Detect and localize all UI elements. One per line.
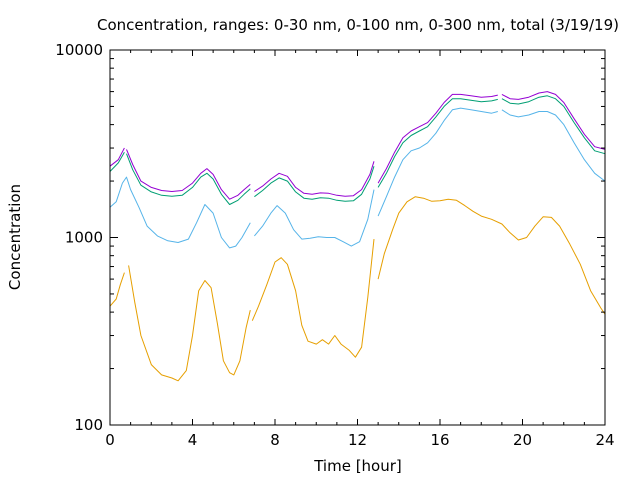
series-line-total-seg-1 [126, 149, 251, 200]
series-line-total-seg-0 [109, 147, 125, 167]
x-tick-label: 20 [513, 431, 532, 449]
y-axis-label: Concentration [6, 184, 24, 290]
x-tick-label: 0 [105, 431, 115, 449]
series-line-0-100-nm-seg-0 [109, 176, 251, 249]
x-tick-label: 16 [430, 431, 449, 449]
x-tick-label: 8 [270, 431, 280, 449]
series-line-0-30-nm-seg-3 [377, 196, 606, 315]
series-line-total-seg-2 [254, 161, 375, 197]
series-line-total-seg-3 [377, 93, 498, 184]
x-axis: 0 4 8 12 16 20 24 [105, 50, 615, 449]
chart-title: Concentration, ranges: 0-30 nm, 0-100 nm… [97, 16, 619, 34]
series-line-0-100-nm-seg-1 [254, 189, 375, 247]
y-tick-label: 100 [74, 416, 103, 434]
x-axis-label: Time [hour] [313, 457, 402, 475]
y-tick-label: 1000 [65, 229, 103, 247]
series-line-total-seg-4 [501, 91, 606, 150]
series-line-0-30-nm-seg-0 [109, 272, 125, 307]
x-tick-label: 24 [595, 431, 614, 449]
plot-frame [109, 49, 606, 426]
series-line-0-100-nm-seg-3 [501, 109, 606, 182]
series-line-0-30-nm-seg-2 [251, 239, 375, 358]
x-tick-label: 12 [348, 431, 367, 449]
series-line-0-300-nm-seg-2 [254, 166, 375, 202]
y-axis: 100 1000 10000 [55, 41, 605, 434]
x-tick-label: 4 [188, 431, 198, 449]
plot-series-group [109, 91, 606, 382]
series-line-0-300-nm-seg-3 [377, 98, 498, 188]
series-line-0-300-nm-seg-1 [126, 153, 251, 205]
series-line-0-100-nm-seg-2 [377, 107, 498, 217]
series-line-0-300-nm-seg-0 [109, 151, 125, 172]
series-line-0-300-nm-seg-4 [501, 95, 606, 155]
series-line-0-30-nm-seg-1 [128, 265, 251, 382]
y-tick-label: 10000 [55, 41, 103, 59]
